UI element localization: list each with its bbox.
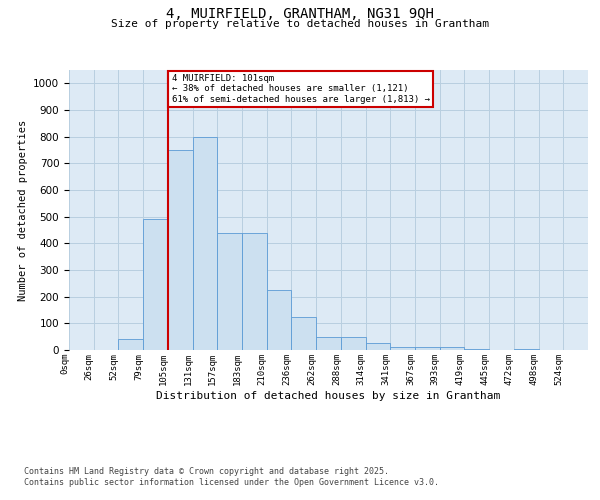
- Text: Contains HM Land Registry data © Crown copyright and database right 2025.
Contai: Contains HM Land Registry data © Crown c…: [24, 468, 439, 487]
- Text: Size of property relative to detached houses in Grantham: Size of property relative to detached ho…: [111, 19, 489, 29]
- Bar: [365, 344, 390, 350]
- Bar: [341, 336, 365, 350]
- Bar: [118, 340, 143, 350]
- Bar: [242, 232, 267, 350]
- Bar: [440, 348, 464, 350]
- X-axis label: Distribution of detached houses by size in Grantham: Distribution of detached houses by size …: [157, 390, 500, 400]
- Bar: [193, 136, 217, 350]
- Bar: [514, 348, 539, 350]
- Text: 4 MUIRFIELD: 101sqm
← 38% of detached houses are smaller (1,121)
61% of semi-det: 4 MUIRFIELD: 101sqm ← 38% of detached ho…: [172, 74, 430, 104]
- Bar: [415, 348, 440, 350]
- Bar: [217, 232, 242, 350]
- Bar: [390, 348, 415, 350]
- Bar: [143, 220, 168, 350]
- Bar: [464, 348, 489, 350]
- Bar: [267, 290, 292, 350]
- Text: 4, MUIRFIELD, GRANTHAM, NG31 9QH: 4, MUIRFIELD, GRANTHAM, NG31 9QH: [166, 8, 434, 22]
- Bar: [292, 316, 316, 350]
- Y-axis label: Number of detached properties: Number of detached properties: [17, 120, 28, 300]
- Bar: [168, 150, 193, 350]
- Bar: [316, 336, 341, 350]
